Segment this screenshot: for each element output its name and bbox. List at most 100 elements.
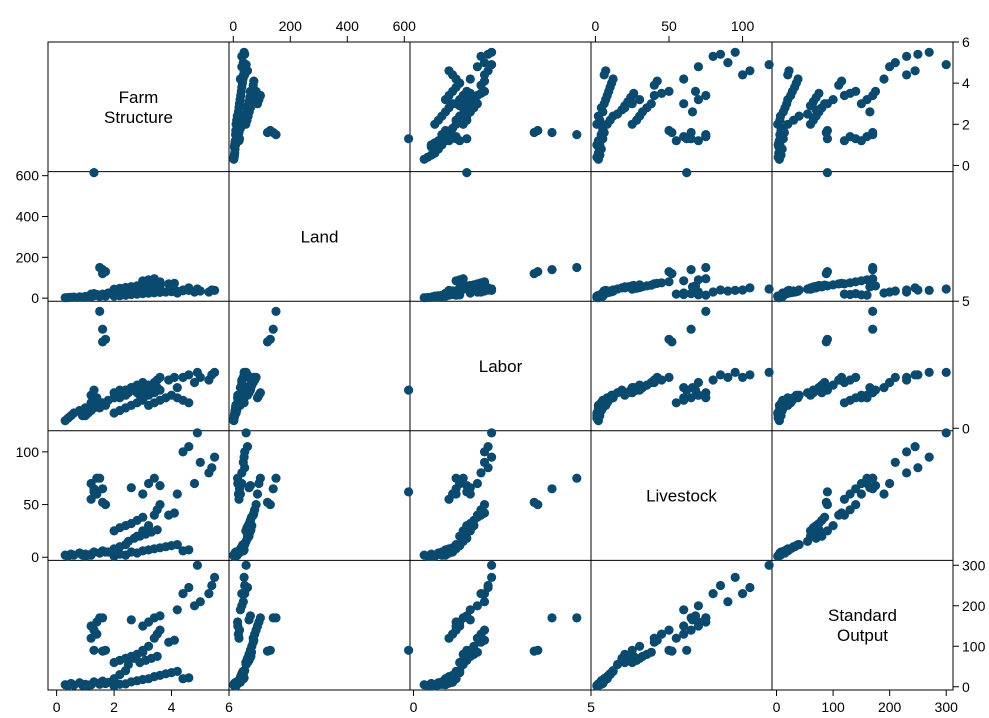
scatter-point: [172, 605, 182, 615]
scatter-point: [235, 605, 245, 615]
scatter-point: [885, 62, 895, 72]
scatter-point: [598, 125, 608, 136]
scatter-point: [547, 127, 557, 138]
scatter-point: [803, 109, 813, 119]
scatter-point: [465, 605, 475, 615]
scatter-point: [547, 484, 557, 494]
scatter-point: [572, 130, 582, 140]
scatter-point: [902, 447, 912, 457]
scatter-point: [404, 645, 414, 655]
scatter-point: [77, 680, 88, 690]
scatter-point: [652, 278, 662, 288]
scatter-point: [629, 280, 639, 291]
scatter-point: [451, 617, 461, 627]
scatter-point: [472, 601, 482, 611]
scatter-point: [745, 370, 755, 380]
scatter-point: [629, 88, 639, 98]
scatter-point: [479, 597, 490, 607]
scatter-point: [821, 269, 831, 279]
scatter-point: [487, 60, 497, 70]
scatter-point: [679, 276, 689, 286]
scatter-point: [86, 405, 96, 416]
scatter-point: [764, 284, 774, 294]
scatter-point: [155, 372, 165, 382]
scatter-point: [715, 580, 726, 591]
scatter-point: [126, 615, 136, 625]
scatter-point: [152, 383, 162, 393]
scatter-point: [764, 367, 774, 377]
scatter-point: [547, 265, 557, 275]
diagonal-label-output: Standard: [828, 606, 897, 625]
scatter-point: [249, 372, 259, 382]
scatter-point: [862, 290, 872, 300]
scatter-point: [924, 47, 934, 57]
scatter-point: [679, 605, 689, 615]
scatter-point: [472, 99, 482, 109]
scatter-point: [851, 86, 861, 96]
scatter-point: [690, 86, 701, 96]
scatter-point: [686, 289, 696, 299]
scatter-point: [239, 572, 249, 583]
scatter-point: [262, 497, 273, 507]
scatter-point: [601, 66, 611, 76]
tick-label-left-livestock: 50: [23, 497, 39, 513]
scatter-point: [465, 74, 475, 84]
scatter-point: [426, 292, 436, 302]
tick-label-right-farm: 6: [962, 34, 970, 50]
tick-label-bottom-labor: 0: [410, 699, 418, 715]
scatter-point: [686, 324, 696, 334]
scatter-point: [271, 306, 281, 316]
scatter-point: [693, 62, 704, 72]
scatter-point: [913, 49, 923, 59]
scatter-point: [679, 132, 689, 142]
scatter-point: [652, 76, 662, 86]
scatter-point: [404, 134, 414, 144]
scatter-point: [701, 617, 711, 627]
cell-land-vs-labor: [419, 168, 582, 303]
scatter-point: [738, 70, 748, 80]
scatter-point: [476, 589, 486, 599]
scatter-point: [693, 621, 704, 631]
scatter-point: [239, 673, 249, 683]
scatter-point: [476, 51, 486, 62]
scatter-point: [249, 635, 259, 645]
scatter-point: [941, 60, 951, 70]
scatter-point: [98, 324, 108, 334]
tick-label-left-land: 600: [16, 168, 40, 184]
scatter-point: [879, 489, 889, 499]
scatter-point: [268, 484, 278, 494]
scatter-point: [902, 51, 912, 62]
scatter-point: [693, 95, 704, 105]
scatter-point: [730, 285, 740, 295]
scatter-point: [686, 393, 696, 403]
scatter-point: [239, 47, 249, 57]
scatter-point: [404, 487, 414, 497]
scatter-point: [924, 285, 934, 295]
scatter-point: [715, 285, 726, 295]
scatter-point: [426, 142, 436, 152]
scatter-point: [598, 400, 608, 410]
scatter-point: [635, 641, 645, 651]
scatter-point: [239, 398, 249, 408]
scatter-point: [444, 66, 454, 76]
scatter-point: [98, 497, 108, 507]
scatter-point: [465, 615, 475, 625]
scatter-point: [851, 372, 861, 382]
scatter-point: [210, 367, 220, 377]
scatter-point: [86, 680, 96, 690]
scatter-point: [487, 47, 497, 57]
scatter-point: [667, 269, 677, 279]
scatter-point: [868, 265, 878, 275]
cell-farm-vs-livestock: [592, 47, 774, 164]
scatter-point: [822, 168, 833, 178]
scatter-point: [233, 473, 243, 483]
scatter-point: [192, 428, 202, 438]
scatter-point: [172, 489, 182, 499]
scatter-point: [837, 278, 847, 288]
scatter-point: [169, 635, 179, 645]
scatter-point: [667, 337, 677, 347]
scatter-point: [679, 621, 689, 631]
tick-label-bottom-output: 200: [878, 699, 902, 715]
scatter-point: [682, 385, 692, 395]
